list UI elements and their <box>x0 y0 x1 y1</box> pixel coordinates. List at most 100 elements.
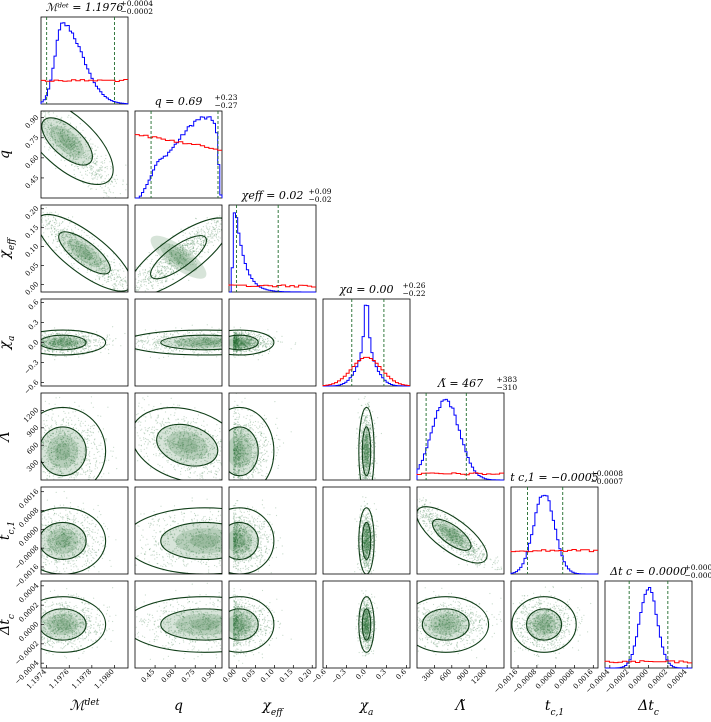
yaxis-label-tc1: tc,1 <box>0 521 17 540</box>
prior-hist-chia <box>323 357 410 386</box>
xtick-label-lambdat-0: 300 <box>421 668 436 683</box>
diag-title-minus-q: −0.27 <box>215 101 238 110</box>
posterior-hist-dtc <box>605 588 692 669</box>
ytick-label-tc1-3: 0.0008 <box>17 506 40 529</box>
diag-panel-mchirp: ℳᵈᵉᵗ = 1.1976+0.0004−0.0002 <box>41 0 153 104</box>
panel-lambdat-tc1 <box>395 487 514 583</box>
ytick-label-chieff-0: 0.00 <box>24 280 41 297</box>
diag-panel-tc1: t c,1 = −0.0005+0.0008−0.0007 <box>510 469 623 574</box>
diag-panel-dtc: Δt c = 0.0000+0.0002−0.0002 <box>605 563 711 668</box>
ytick-label-chieff-2: 0.10 <box>24 242 41 259</box>
xtick-label-dtc-2: 0.0000 <box>627 668 650 691</box>
ytick-label-lambdat-1: 600 <box>25 441 40 456</box>
diag-title-minus-chia: −0.22 <box>403 289 426 298</box>
xtick-label-chieff-3: 0.15 <box>278 668 295 685</box>
ytick-label-q-0: 0.45 <box>24 174 41 191</box>
diag-title-chia: χa = 0.00 <box>339 283 394 296</box>
ytick-label-chia-3: 0.3 <box>27 318 41 332</box>
diag-title-minus-mchirp: −0.0002 <box>121 7 154 16</box>
xaxis-label-chia: χa <box>359 698 374 718</box>
xtick-label-lambdat-2: 900 <box>455 668 470 683</box>
diag-title-minus-tc1: −0.0007 <box>591 477 624 486</box>
panel-q-dtc <box>94 581 336 668</box>
prior-hist-chieff <box>229 285 316 287</box>
xtick-label-chia-2: 0.0 <box>354 668 368 682</box>
diag-panel-chia: χa = 0.00+0.26−0.22 <box>323 281 426 386</box>
posterior-hist-mchirp <box>41 23 128 104</box>
xtick-label-lambdat-3: 1200 <box>470 668 488 686</box>
ytick-label-chieff-4: 0.20 <box>24 205 41 222</box>
yaxis-label-lambdat: Λ̃ <box>0 431 13 443</box>
diag-title-dtc: Δt c = 0.0000 <box>609 565 687 578</box>
diag-panel-lambdat: Λ̃ = 467+383−310 <box>417 375 517 480</box>
ytick-label-lambdat-0: 300 <box>25 458 40 473</box>
panel-q-chia <box>94 299 296 386</box>
diag-panel-chieff: χeff = 0.02+0.09−0.02 <box>229 187 332 292</box>
posterior-hist-tc1 <box>511 495 598 574</box>
xtick-label-q-1: 0.60 <box>160 668 177 685</box>
xtick-label-chieff-1: 0.05 <box>240 668 257 685</box>
xtick-label-tc1-2: 0.0000 <box>534 668 557 691</box>
xtick-label-chia-3: 0.3 <box>374 668 388 682</box>
diag-panel-q: q = 0.69+0.23−0.27 <box>135 93 238 198</box>
xtick-label-chia-0: −0.6 <box>310 667 328 685</box>
ytick-label-chia-0: −0.6 <box>23 378 41 396</box>
xtick-label-q-2: 0.75 <box>180 668 197 685</box>
xaxis-label-tc1: tc,1 <box>545 698 564 718</box>
ytick-label-chieff-1: 0.05 <box>24 261 41 278</box>
ytick-label-lambdat-3: 1200 <box>22 406 40 424</box>
ytick-label-lambdat-2: 900 <box>25 424 40 439</box>
ytick-label-chia-2: 0.0 <box>27 338 41 352</box>
ytick-label-chia-4: 0.6 <box>27 298 41 312</box>
xaxis-label-dtc: Δtc <box>637 698 659 718</box>
prior-hist-lambdat <box>417 473 504 475</box>
ytick-label-dtc-2: 0.0000 <box>17 620 40 643</box>
panel-tc1-dtc <box>501 581 608 668</box>
xtick-label-q-3: 0.90 <box>200 668 217 685</box>
ytick-label-chia-1: −0.3 <box>23 358 41 376</box>
xaxis-label-chieff: χeff <box>261 698 284 718</box>
prior-hist-tc1 <box>511 550 598 552</box>
prior-hist-mchirp <box>41 80 128 82</box>
ytick-label-q-3: 0.90 <box>24 113 41 130</box>
diag-frame-chia <box>323 299 410 386</box>
xtick-label-dtc-3: 0.0002 <box>646 668 669 691</box>
panel-mchirp-q <box>0 59 150 226</box>
xtick-label-q-0: 0.45 <box>140 668 157 685</box>
panel-lambdat-dtc <box>379 581 511 669</box>
xtick-label-mchirp-1: 1.1976 <box>48 667 71 690</box>
ytick-label-tc1-2: 0.0000 <box>17 525 40 548</box>
panel-chia-lambdat <box>323 392 410 506</box>
panel-mchirp-lambdat <box>3 393 128 535</box>
prior-hist-q <box>135 134 222 150</box>
yaxis-label-chia: χa <box>0 336 17 351</box>
yaxis-label-chieff: χeff <box>0 237 17 260</box>
diag-title-chieff: χeff = 0.02 <box>241 189 304 202</box>
posterior-hist-lambdat <box>417 399 504 480</box>
xtick-label-chia-1: −0.3 <box>330 668 348 686</box>
ytick-label-q-2: 0.75 <box>24 134 41 151</box>
diag-title-minus-chieff: −0.02 <box>309 195 332 204</box>
posterior-hist-q <box>135 117 222 198</box>
xaxis-label-lambdat: Λ̃ <box>453 698 465 714</box>
diag-title-lambdat: Λ̃ = 467 <box>437 377 483 390</box>
diag-title-minus-dtc: −0.0002 <box>685 571 711 580</box>
posterior-hist-chia <box>323 305 410 386</box>
xtick-label-chieff-0: 0.00 <box>221 668 238 685</box>
xaxis-label-mchirp: ℳdet <box>70 698 100 714</box>
ytick-label-q-1: 0.60 <box>24 154 41 171</box>
prior-hist-dtc <box>605 661 692 663</box>
yaxis-label-dtc: Δtc <box>0 614 17 636</box>
xtick-label-mchirp-2: 1.1978 <box>70 668 93 691</box>
xtick-label-chieff-2: 0.10 <box>259 668 276 685</box>
xtick-label-lambdat-1: 600 <box>438 668 453 683</box>
xtick-label-mchirp-3: 1.1980 <box>93 668 116 691</box>
panel-chia-tc1 <box>323 487 410 594</box>
diag-title-mchirp: ℳᵈᵉᵗ = 1.1976 <box>46 1 124 14</box>
yaxis-label-q: q <box>0 150 13 159</box>
diag-title-minus-lambdat: −310 <box>497 383 518 392</box>
panel-chia-dtc <box>323 581 410 677</box>
xtick-label-tc1-3: 0.0008 <box>553 668 576 691</box>
